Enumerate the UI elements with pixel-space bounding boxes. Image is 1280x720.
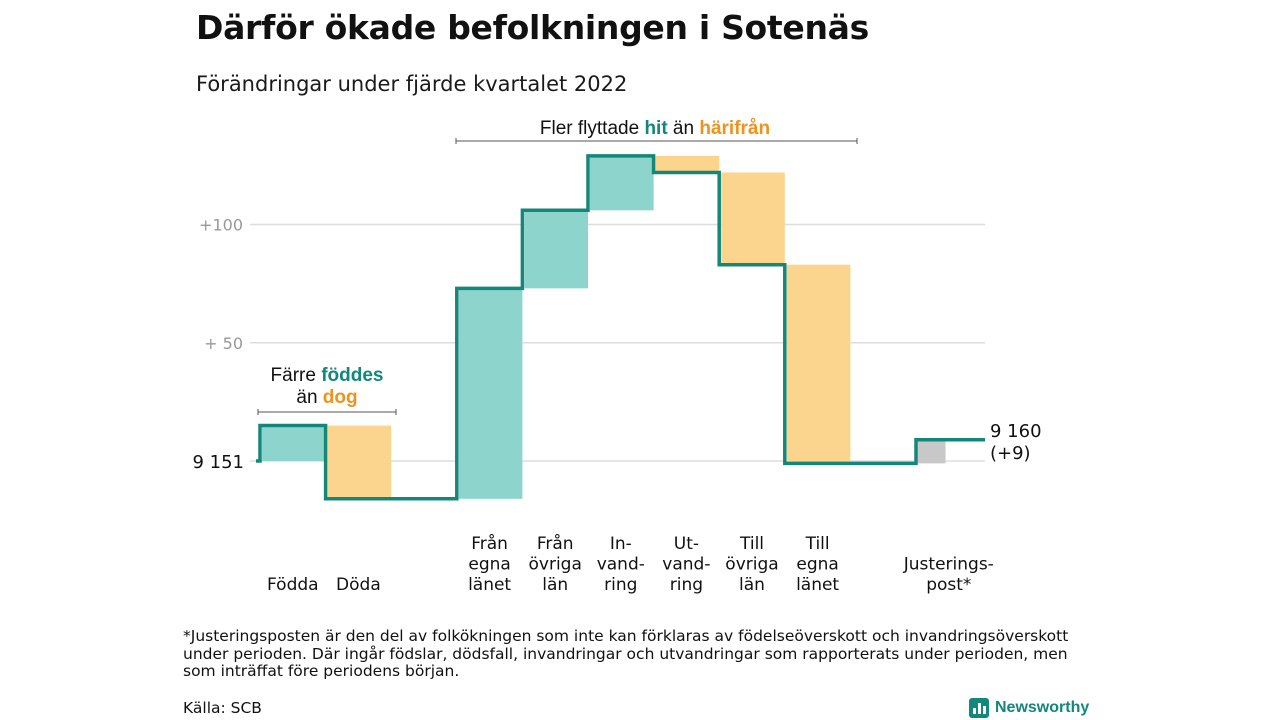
chart-title: Därför ökade befolkningen i Sotenäs <box>196 8 869 47</box>
category-label: egna <box>468 555 510 575</box>
annotation-text: än dog <box>296 387 357 408</box>
y-tick-label: + 50 <box>204 334 243 353</box>
waterfall-bar <box>262 425 326 461</box>
category-label: Till <box>739 534 764 554</box>
waterfall-bar <box>327 425 392 499</box>
waterfall-bar <box>590 155 654 211</box>
newsworthy-logo[interactable]: Newsworthy <box>969 697 1089 719</box>
category-label: vand- <box>662 555 710 575</box>
category-label: länet <box>468 575 511 595</box>
category-label: post* <box>926 575 971 595</box>
annotation-segment: Färre <box>271 365 322 386</box>
annotation-text: Färre föddes <box>271 365 384 386</box>
category-label: Ut- <box>674 534 699 554</box>
annotation-segment: än <box>668 118 700 139</box>
category-label: övriga <box>725 555 778 575</box>
annotation-segment: dog <box>323 387 358 408</box>
category-label: övriga <box>529 555 582 575</box>
category-label: Justerings- <box>903 555 994 575</box>
annotation-text: Fler flyttade hit än härifrån <box>540 118 770 139</box>
step-line <box>256 154 985 501</box>
y-tick-label: +100 <box>199 216 243 235</box>
chart-subtitle: Förändringar under fjärde kvartalet 2022 <box>196 72 628 96</box>
category-label: Döda <box>336 575 381 595</box>
footnote: *Justeringsposten är den del av folkökni… <box>183 627 1069 680</box>
category-label: län <box>542 575 568 595</box>
waterfall-bar <box>655 155 720 173</box>
start-value-label: 9 151 <box>192 452 244 473</box>
end-value-label: (+9) <box>990 443 1031 464</box>
category-label: In- <box>610 534 632 554</box>
waterfall-bar <box>721 172 785 265</box>
annotation-segment: föddes <box>321 365 383 386</box>
category-label: ring <box>670 575 703 595</box>
category-label: län <box>739 575 765 595</box>
category-label: Från <box>537 533 574 554</box>
end-value-label: 9 160 <box>990 421 1042 442</box>
category-label: Födda <box>267 575 319 595</box>
source-label: Källa: SCB <box>183 699 262 717</box>
category-label: vand- <box>597 555 645 575</box>
category-label: ring <box>604 575 637 595</box>
bar-chart-icon <box>969 698 989 718</box>
annotation-segment: hit <box>644 118 668 139</box>
waterfall-bar <box>524 210 588 289</box>
waterfall-bar <box>458 288 523 499</box>
logo-text: Newsworthy <box>995 699 1090 716</box>
category-label: egna <box>796 555 838 575</box>
annotation-segment: härifrån <box>699 118 770 139</box>
waterfall-bar <box>916 439 946 464</box>
annotation-segment: Fler flyttade <box>540 118 645 139</box>
waterfall-bar <box>786 264 851 464</box>
category-label: Till <box>805 534 830 554</box>
category-label: Från <box>471 533 508 554</box>
annotation-segment: än <box>296 387 322 408</box>
category-label: länet <box>796 575 839 595</box>
